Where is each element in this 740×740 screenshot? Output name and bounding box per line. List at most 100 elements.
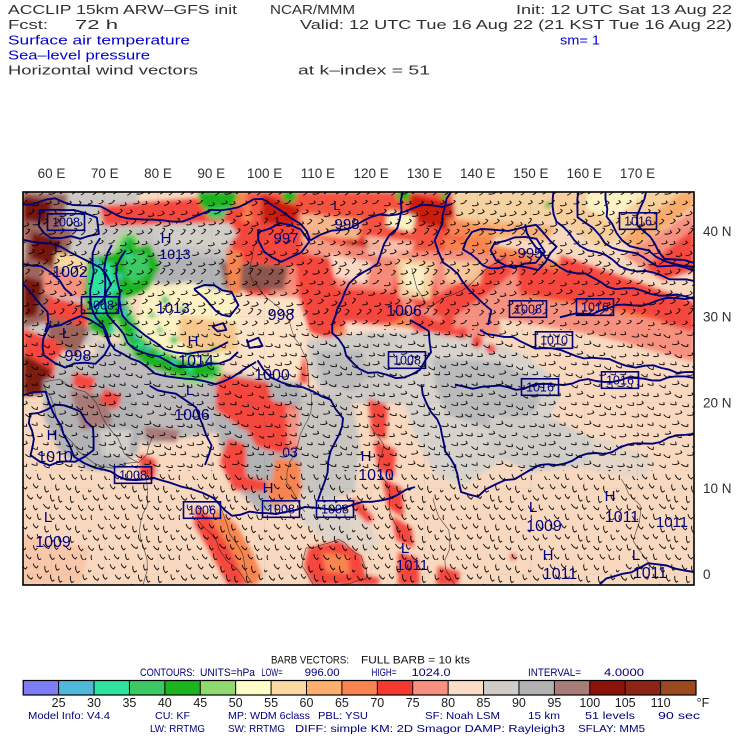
- svg-text:L: L: [529, 499, 537, 516]
- svg-text:1008: 1008: [86, 299, 114, 313]
- svg-text:110: 110: [651, 696, 671, 710]
- svg-text:BARB VECTORS:: BARB VECTORS:: [271, 655, 349, 667]
- svg-text:L: L: [401, 540, 409, 557]
- svg-text:SFLAY: MM5: SFLAY: MM5: [578, 723, 645, 735]
- svg-text:20 N: 20 N: [703, 396, 732, 411]
- svg-text:L: L: [186, 382, 194, 399]
- svg-text:60: 60: [300, 696, 314, 710]
- svg-text:995: 995: [517, 245, 542, 262]
- svg-text:30: 30: [87, 696, 101, 710]
- svg-text:1008: 1008: [267, 503, 295, 517]
- svg-text:1013: 1013: [156, 300, 189, 317]
- svg-text:1011: 1011: [633, 565, 668, 582]
- svg-text:Fcst:: Fcst:: [8, 18, 48, 32]
- svg-text:MP: WDM 6class: MP: WDM 6class: [228, 710, 310, 722]
- svg-text:at k–index = 51: at k–index = 51: [298, 64, 430, 78]
- svg-text:75: 75: [406, 696, 420, 710]
- svg-text:72 h: 72 h: [75, 18, 118, 32]
- svg-text:03: 03: [282, 444, 298, 460]
- svg-text:100: 100: [579, 696, 600, 710]
- svg-text:1010: 1010: [540, 334, 568, 348]
- svg-text:110 E: 110 E: [301, 166, 335, 181]
- svg-text:30 N: 30 N: [703, 310, 732, 325]
- svg-text:CONTOURS:: CONTOURS:: [140, 667, 195, 679]
- svg-text:1011: 1011: [543, 566, 578, 583]
- svg-text:L: L: [62, 325, 70, 342]
- svg-text:NCAR/MMM: NCAR/MMM: [270, 3, 355, 17]
- svg-text:150 E: 150 E: [513, 166, 548, 181]
- svg-text:H: H: [605, 488, 616, 505]
- svg-text:1011: 1011: [605, 509, 640, 526]
- svg-text:HIGH=: HIGH=: [372, 667, 397, 679]
- svg-text:Model Info: V4.4: Model Info: V4.4: [28, 710, 110, 722]
- svg-text:90 E: 90 E: [197, 166, 225, 181]
- svg-text:H: H: [361, 448, 372, 465]
- svg-text:H: H: [188, 333, 199, 350]
- svg-text:1008: 1008: [52, 216, 80, 230]
- svg-text:1009: 1009: [35, 534, 71, 551]
- svg-text:1016: 1016: [526, 381, 554, 395]
- svg-text:85: 85: [477, 696, 491, 710]
- svg-text:H: H: [263, 480, 274, 497]
- svg-text:105: 105: [615, 696, 636, 710]
- svg-text:INTERVAL=: INTERVAL=: [528, 667, 581, 679]
- svg-text:LOW=: LOW=: [262, 667, 283, 679]
- svg-text:1011: 1011: [656, 514, 688, 531]
- svg-text:130 E: 130 E: [407, 166, 442, 181]
- svg-text:1013: 1013: [159, 246, 190, 262]
- svg-text:SW: RRTMG: SW: RRTMG: [228, 723, 285, 735]
- svg-text:40: 40: [158, 696, 172, 710]
- svg-text:sm= 1: sm= 1: [560, 34, 600, 48]
- svg-text:60 E: 60 E: [38, 166, 66, 181]
- svg-text:80: 80: [441, 696, 455, 710]
- svg-text:50: 50: [229, 696, 243, 710]
- svg-text:140 E: 140 E: [460, 166, 495, 181]
- svg-text:95: 95: [547, 696, 561, 710]
- svg-text:L: L: [333, 198, 340, 213]
- svg-text:L: L: [632, 547, 640, 564]
- svg-text:1008: 1008: [119, 469, 147, 483]
- svg-text:H: H: [543, 547, 554, 564]
- svg-text:1008: 1008: [393, 354, 421, 368]
- svg-text:1008: 1008: [321, 503, 349, 517]
- svg-text:35: 35: [122, 696, 136, 710]
- svg-text:LW: RRTMG: LW: RRTMG: [150, 723, 205, 735]
- svg-text:SF: Noah LSM: SF: Noah LSM: [425, 710, 500, 722]
- svg-text:170 E: 170 E: [620, 166, 655, 181]
- svg-text:996.00: 996.00: [305, 667, 340, 679]
- svg-text:1006: 1006: [174, 407, 210, 424]
- svg-text:L: L: [44, 509, 52, 526]
- svg-text:998: 998: [334, 216, 359, 233]
- svg-text:998: 998: [65, 348, 92, 365]
- svg-text:70: 70: [370, 696, 384, 710]
- svg-text:FULL BARB = 10 kts: FULL BARB = 10 kts: [361, 655, 471, 667]
- svg-text:1002: 1002: [52, 264, 88, 281]
- svg-text:1016: 1016: [606, 374, 634, 388]
- svg-text:L: L: [275, 214, 282, 229]
- svg-text:160 E: 160 E: [567, 166, 602, 181]
- svg-text:PBL: YSU: PBL: YSU: [318, 710, 368, 722]
- svg-text:Surface air temperature: Surface air temperature: [8, 34, 190, 48]
- svg-text:4.0000: 4.0000: [604, 667, 644, 679]
- svg-text:70 E: 70 E: [91, 166, 119, 181]
- svg-text:Valid: 12 UTC Tue 16 Aug 22 (2: Valid: 12 UTC Tue 16 Aug 22 (21 KST Tue …: [300, 18, 732, 32]
- svg-text:1006: 1006: [386, 303, 422, 320]
- svg-text:1014: 1014: [178, 353, 214, 370]
- svg-text:Sea–level pressure: Sea–level pressure: [8, 49, 150, 63]
- svg-text:UNITS=hPa: UNITS=hPa: [200, 667, 256, 679]
- svg-text:10 N: 10 N: [703, 481, 732, 496]
- svg-text:90 sec: 90 sec: [658, 710, 700, 722]
- svg-text:51 levels: 51 levels: [585, 710, 635, 722]
- svg-text:55: 55: [264, 696, 278, 710]
- svg-text:997: 997: [273, 230, 298, 247]
- svg-text:H: H: [161, 230, 172, 247]
- svg-text:15 km: 15 km: [528, 710, 560, 722]
- svg-text:Horizontal wind vectors: Horizontal wind vectors: [8, 64, 198, 78]
- svg-text:Init: 12 UTC Sat 13 Aug 22: Init: 12 UTC Sat 13 Aug 22: [516, 3, 732, 17]
- svg-text:25: 25: [52, 696, 66, 710]
- svg-text:L: L: [54, 239, 62, 256]
- svg-text:1011: 1011: [396, 557, 428, 574]
- svg-text:1024.0: 1024.0: [412, 667, 451, 679]
- svg-text:°F: °F: [697, 696, 710, 710]
- svg-text:120 E: 120 E: [353, 166, 388, 181]
